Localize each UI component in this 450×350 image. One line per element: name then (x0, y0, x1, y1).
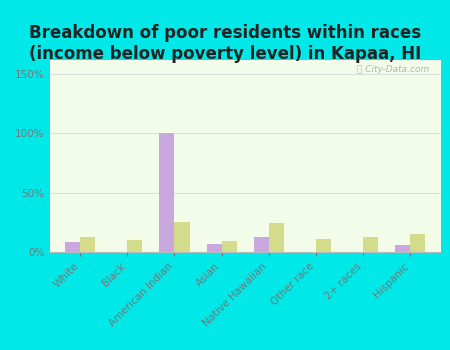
Bar (222, 241, 237, 252)
Bar (363, 237, 378, 252)
Bar (395, 245, 410, 252)
Bar (410, 234, 425, 252)
Bar (65, 243, 80, 252)
Bar (269, 224, 284, 252)
Bar (80, 237, 95, 252)
Bar (127, 240, 142, 252)
Bar (254, 237, 269, 252)
Bar (159, 133, 175, 252)
Text: Breakdown of poor residents within races
(income below poverty level) in Kapaa, : Breakdown of poor residents within races… (29, 25, 421, 63)
Bar (175, 222, 189, 252)
Bar (316, 239, 331, 252)
Bar (207, 244, 222, 252)
Text: ⓘ City-Data.com: ⓘ City-Data.com (357, 65, 429, 74)
